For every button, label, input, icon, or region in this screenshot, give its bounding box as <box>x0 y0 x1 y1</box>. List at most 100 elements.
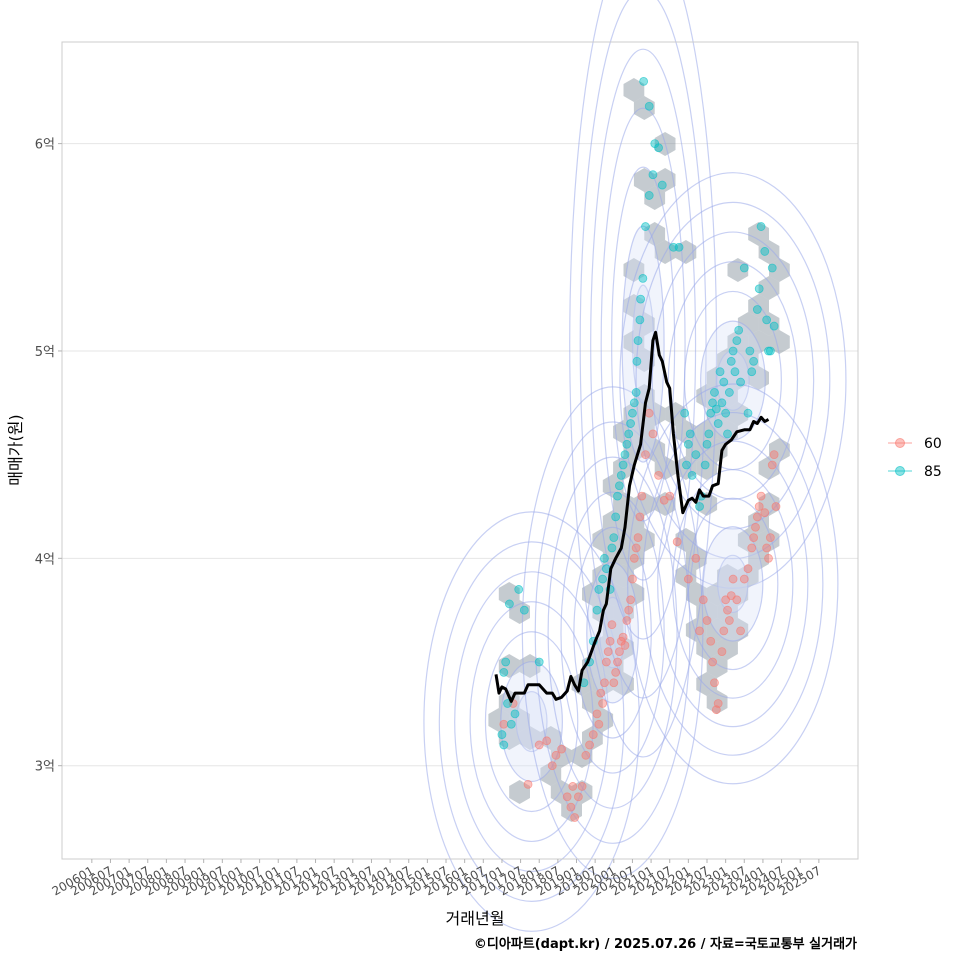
density-contour <box>619 172 847 589</box>
point-series-60 <box>672 537 682 547</box>
point-series-85 <box>497 730 507 739</box>
point-series-60 <box>762 543 772 553</box>
point-series-85 <box>632 356 642 366</box>
point-series-60 <box>605 636 615 646</box>
density-contour <box>515 691 548 753</box>
density-contour <box>716 350 750 411</box>
point-series-60 <box>534 740 544 750</box>
hex-bin <box>519 654 541 678</box>
plot-panel-border <box>61 41 859 860</box>
point-series-60 <box>629 553 639 563</box>
point-series-60 <box>601 657 611 667</box>
point-series-85 <box>687 470 697 480</box>
density-contour <box>687 497 779 671</box>
point-series-85 <box>644 101 654 111</box>
point-series-85 <box>749 356 759 366</box>
density-contour <box>573 526 652 739</box>
point-series-85 <box>724 388 734 397</box>
point-series-60 <box>551 750 561 760</box>
point-series-85 <box>702 439 712 449</box>
point-series-85 <box>695 502 704 511</box>
hex-bin <box>769 258 790 282</box>
legend: 60 85 <box>888 436 942 480</box>
point-series-60 <box>683 574 693 584</box>
point-series-85 <box>657 180 667 190</box>
density-contour <box>547 456 678 809</box>
hex-bin <box>550 744 572 768</box>
point-series-60 <box>585 740 594 750</box>
legend-key-point <box>895 438 905 448</box>
point-series-60 <box>648 429 658 439</box>
point-series-60 <box>691 553 701 563</box>
point-series-85 <box>734 325 744 335</box>
trend-layer <box>494 330 770 703</box>
point-series-85 <box>715 367 725 377</box>
point-series-85 <box>704 429 714 439</box>
hex-bin <box>633 168 655 192</box>
point-series-60 <box>568 782 578 791</box>
point-series-60 <box>756 491 766 501</box>
point-series-60 <box>749 533 759 542</box>
point-series-60 <box>609 678 619 688</box>
point-series-60 <box>635 512 645 522</box>
point-series-85 <box>721 408 731 418</box>
point-series-85 <box>683 439 693 449</box>
hex-bin <box>613 636 634 660</box>
point-series-60 <box>695 626 704 636</box>
point-series-60 <box>542 736 552 746</box>
hex-bin <box>748 366 769 390</box>
point-series-85 <box>626 419 635 428</box>
point-series-60 <box>523 779 533 789</box>
point-series-60 <box>588 730 598 739</box>
legend-key-point <box>895 466 905 476</box>
hex-bin <box>498 582 520 606</box>
point-series-85 <box>682 460 691 470</box>
point-series-60 <box>706 636 716 646</box>
point-series-60 <box>603 647 613 657</box>
point-series-85 <box>639 76 649 86</box>
legend-item-60: 60 <box>888 436 942 452</box>
point-series-85 <box>745 346 755 356</box>
point-series-60 <box>644 408 654 418</box>
hex-bin <box>717 564 738 588</box>
point-series-60 <box>570 813 580 822</box>
point-series-85 <box>499 740 509 750</box>
point-series-85 <box>730 367 740 377</box>
hex-bin <box>706 402 728 426</box>
point-series-60 <box>702 616 712 625</box>
y-tick-label: 6억 <box>35 138 55 153</box>
density-contour <box>484 631 579 813</box>
point-series-85 <box>644 191 654 200</box>
density-contour <box>611 166 676 522</box>
density-contour <box>438 541 625 902</box>
hex-bin <box>592 528 614 552</box>
hex-bin <box>758 528 780 552</box>
hex-bin <box>633 312 655 336</box>
point-series-60 <box>613 657 622 667</box>
point-series-85 <box>519 605 529 615</box>
point-series-85 <box>633 336 643 345</box>
y-axis: 3억 4억 5억 6억 <box>35 138 62 775</box>
point-series-60 <box>631 543 641 553</box>
point-series-60 <box>594 719 604 729</box>
point-series-85 <box>611 512 621 522</box>
point-series-85 <box>752 305 762 314</box>
point-series-85 <box>728 346 738 356</box>
point-series-60 <box>598 699 608 708</box>
point-series-85 <box>607 543 617 553</box>
point-series-60 <box>724 616 734 625</box>
density-contour <box>702 526 764 642</box>
point-series-60 <box>747 543 757 553</box>
point-series-85 <box>760 247 770 256</box>
point-series-85 <box>713 419 723 428</box>
point-series-60 <box>624 605 634 615</box>
point-series-60 <box>754 502 764 511</box>
legend-item-85: 85 <box>888 464 942 480</box>
point-series-60 <box>765 533 775 542</box>
point-series-85 <box>618 460 628 470</box>
point-series-85 <box>767 263 777 273</box>
point-series-60 <box>618 632 628 642</box>
point-series-60 <box>592 709 602 719</box>
density-contour <box>642 411 824 756</box>
point-series-85 <box>717 398 727 408</box>
